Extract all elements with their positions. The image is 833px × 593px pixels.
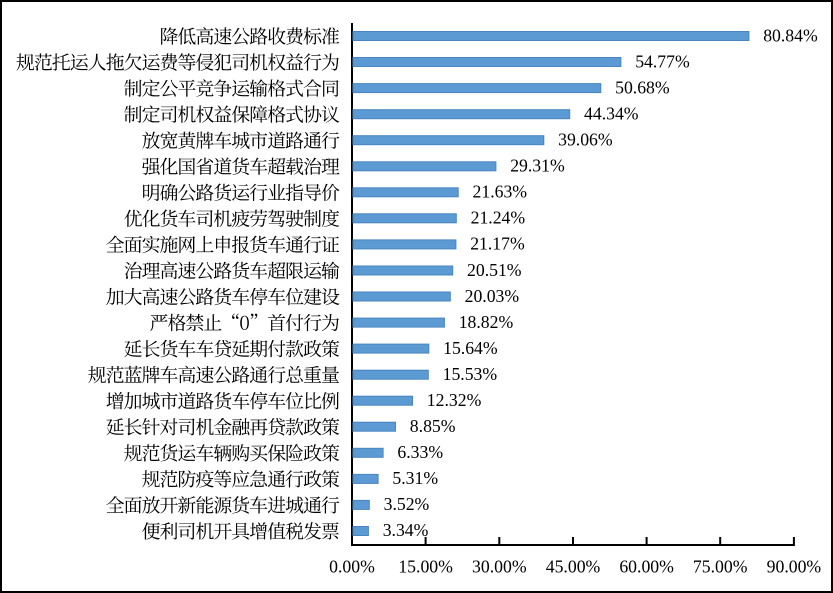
svg-text:21.24%: 21.24% [471, 208, 526, 228]
svg-text:15.64%: 15.64% [443, 338, 498, 358]
svg-text:39.06%: 39.06% [558, 130, 613, 150]
svg-text:20.51%: 20.51% [467, 260, 522, 280]
svg-text:29.31%: 29.31% [510, 156, 565, 176]
svg-text:3.34%: 3.34% [383, 520, 429, 540]
svg-text:20.03%: 20.03% [465, 286, 520, 306]
svg-text:0.00%: 0.00% [329, 557, 375, 577]
svg-text:44.34%: 44.34% [584, 104, 639, 124]
svg-text:3.52%: 3.52% [384, 494, 430, 514]
svg-text:50.68%: 50.68% [615, 77, 670, 97]
svg-text:75.00%: 75.00% [693, 557, 748, 577]
svg-text:21.17%: 21.17% [470, 234, 525, 254]
svg-text:80.84%: 80.84% [763, 25, 818, 45]
svg-text:21.63%: 21.63% [473, 182, 528, 202]
svg-text:30.00%: 30.00% [472, 557, 527, 577]
svg-text:90.00%: 90.00% [767, 557, 822, 577]
svg-text:15.00%: 15.00% [398, 557, 453, 577]
svg-text:12.32%: 12.32% [427, 390, 482, 410]
svg-text:60.00%: 60.00% [619, 557, 674, 577]
svg-text:8.85%: 8.85% [410, 416, 456, 436]
svg-text:6.33%: 6.33% [397, 442, 443, 462]
svg-text:5.31%: 5.31% [392, 468, 438, 488]
svg-text:45.00%: 45.00% [546, 557, 601, 577]
svg-text:18.82%: 18.82% [459, 312, 514, 332]
svg-text:15.53%: 15.53% [443, 364, 498, 384]
svg-text:54.77%: 54.77% [635, 51, 690, 71]
